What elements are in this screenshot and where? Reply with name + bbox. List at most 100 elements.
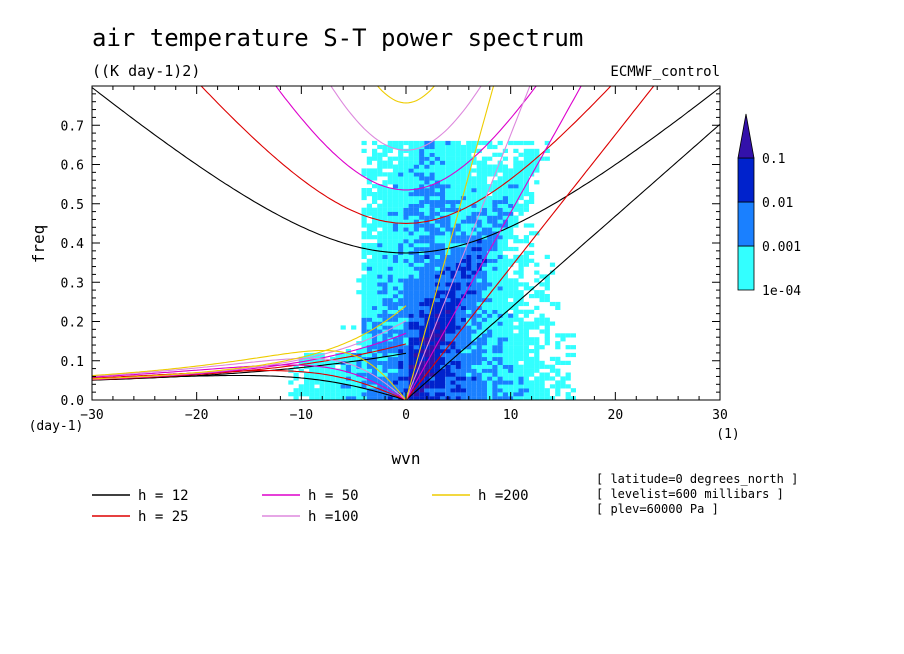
spectrum-cell: [361, 356, 367, 361]
spectrum-cell: [356, 384, 362, 389]
spectrum-cell: [492, 392, 498, 397]
spectrum-cell: [455, 192, 461, 197]
spectrum-cell: [387, 243, 393, 248]
spectrum-cell: [419, 160, 425, 165]
spectrum-cell: [539, 290, 545, 295]
spectrum-cell: [487, 188, 493, 193]
spectrum-cell: [460, 368, 467, 373]
spectrum-cell: [398, 192, 404, 197]
spectrum-cell: [445, 392, 451, 397]
spectrum-cell: [424, 372, 430, 377]
spectrum-cell: [450, 380, 456, 385]
spectrum-cell: [523, 140, 529, 146]
spectrum-cell: [361, 313, 367, 318]
spectrum-cell: [434, 192, 440, 197]
spectrum-cell: [434, 258, 440, 263]
spectrum-cell: [455, 309, 461, 314]
spectrum-cell: [502, 246, 508, 252]
spectrum-cell: [450, 294, 456, 299]
spectrum-cell: [429, 144, 435, 150]
spectrum-cell: [324, 368, 331, 373]
spectrum-cell: [340, 376, 346, 381]
spectrum-cell: [481, 258, 488, 263]
spectrum-cell: [398, 164, 404, 169]
spectrum-cell: [403, 274, 409, 279]
spectrum-cell: [523, 345, 529, 350]
spectrum-cell: [424, 160, 430, 165]
spectrum-cell: [382, 144, 388, 150]
spectrum-cell: [450, 140, 456, 146]
spectrum-cell: [492, 329, 498, 334]
spectrum-cell: [304, 360, 310, 365]
spectrum-cell: [434, 160, 440, 165]
spectrum-cell: [413, 192, 419, 197]
spectrum-cell: [487, 144, 493, 150]
spectrum-cell: [434, 227, 440, 232]
spectrum-cell: [497, 152, 503, 157]
spectrum-cell: [366, 333, 372, 338]
spectrum-cell: [361, 223, 367, 228]
spectrum-cell: [398, 168, 404, 173]
spectrum-cell: [518, 188, 524, 193]
spectrum-cell: [408, 341, 414, 346]
spectrum-cell: [460, 313, 467, 318]
spectrum-cell: [508, 356, 514, 361]
spectrum-cell: [429, 258, 435, 263]
spectrum-cell: [377, 294, 383, 299]
spectrum-cell: [481, 192, 488, 197]
spectrum-cell: [523, 176, 529, 181]
spectrum-cell: [434, 360, 440, 365]
spectrum-cell: [455, 270, 461, 275]
spectrum-cell: [508, 290, 514, 295]
spectrum-cell: [408, 349, 414, 354]
spectrum-cell: [518, 266, 524, 271]
spectrum-cell: [377, 188, 383, 193]
spectrum-cell: [314, 368, 320, 373]
spectrum-cell: [487, 195, 493, 201]
spectrum-cell: [523, 235, 529, 240]
spectrum-cell: [518, 184, 524, 189]
spectrum-cell: [392, 156, 399, 161]
spectrum-cell: [518, 396, 524, 400]
spectrum-cell: [372, 148, 378, 153]
spectrum-cell: [413, 274, 419, 279]
spectrum-cell: [340, 364, 346, 369]
spectrum-cell: [513, 184, 519, 189]
spectrum-cell: [440, 188, 446, 193]
spectrum-cell: [424, 364, 430, 369]
spectrum-cell: [429, 301, 435, 307]
spectrum-cell: [466, 195, 472, 201]
spectrum-cell: [361, 368, 367, 373]
spectrum-cell: [440, 376, 446, 381]
spectrum-cell: [466, 329, 472, 334]
spectrum-cell: [377, 156, 383, 161]
spectrum-cell: [544, 317, 550, 322]
spectrum-cell: [544, 364, 550, 369]
spectrum-cell: [324, 392, 331, 397]
spectrum-cell: [471, 250, 477, 255]
spectrum-cell: [413, 294, 419, 299]
spectrum-cell: [424, 152, 430, 157]
spectrum-cell: [492, 199, 498, 204]
spectrum-cell: [335, 384, 341, 389]
spectrum-cell: [361, 349, 367, 354]
spectrum-cell: [450, 254, 456, 259]
spectrum-cell: [419, 313, 425, 318]
spectrum-cell: [450, 309, 456, 314]
spectrum-cell: [366, 396, 372, 400]
spectrum-cell: [487, 219, 493, 224]
spectrum-cell: [408, 152, 414, 157]
spectrum-cell: [466, 321, 472, 326]
spectrum-cell: [319, 392, 325, 397]
spectrum-cell: [529, 321, 535, 326]
spectrum-cell: [366, 341, 372, 346]
spectrum-cell: [471, 309, 477, 314]
spectrum-cell: [424, 239, 430, 244]
spectrum-cell: [487, 290, 493, 295]
spectrum-cell: [497, 321, 503, 326]
spectrum-cell: [413, 317, 419, 322]
spectrum-cell: [366, 231, 372, 236]
spectrum-cell: [471, 317, 477, 322]
spectrum-cell: [481, 333, 488, 338]
spectrum-cell: [387, 270, 393, 275]
